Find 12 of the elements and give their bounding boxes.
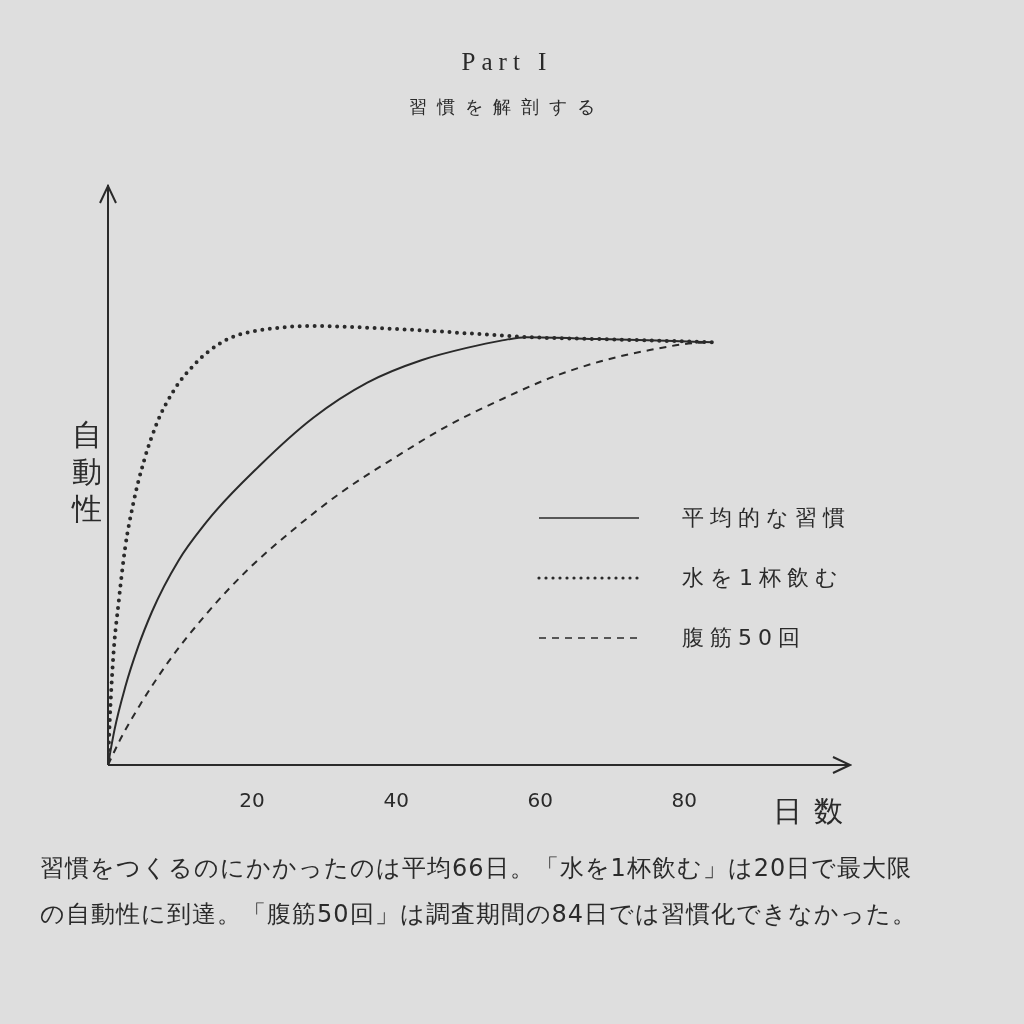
chart-title: Part I (460, 48, 554, 76)
chart-subtitle: 習慣を解剖する (408, 95, 606, 119)
x-tick-label: 80 (671, 788, 698, 813)
y-axis-title: 自動性 (70, 416, 103, 527)
x-axis-title: 日数 (773, 793, 855, 830)
x-tick-label: 40 (383, 788, 409, 813)
x-tick-label: 60 (527, 788, 553, 813)
x-tick-label: 20 (239, 788, 265, 813)
text: 習慣をつくるのにかかったのは平均66日。「水を1杯飲む」は20日で最大限の自動性に到達。「腹筋50回」は調査期間の84日では習慣化できなかった。 (40, 853, 919, 930)
legend-label: 平均的な習慣 (682, 504, 851, 532)
legend-label: 腹筋50回 (682, 624, 806, 652)
legend-label: 水を1杯飲む (682, 564, 844, 592)
